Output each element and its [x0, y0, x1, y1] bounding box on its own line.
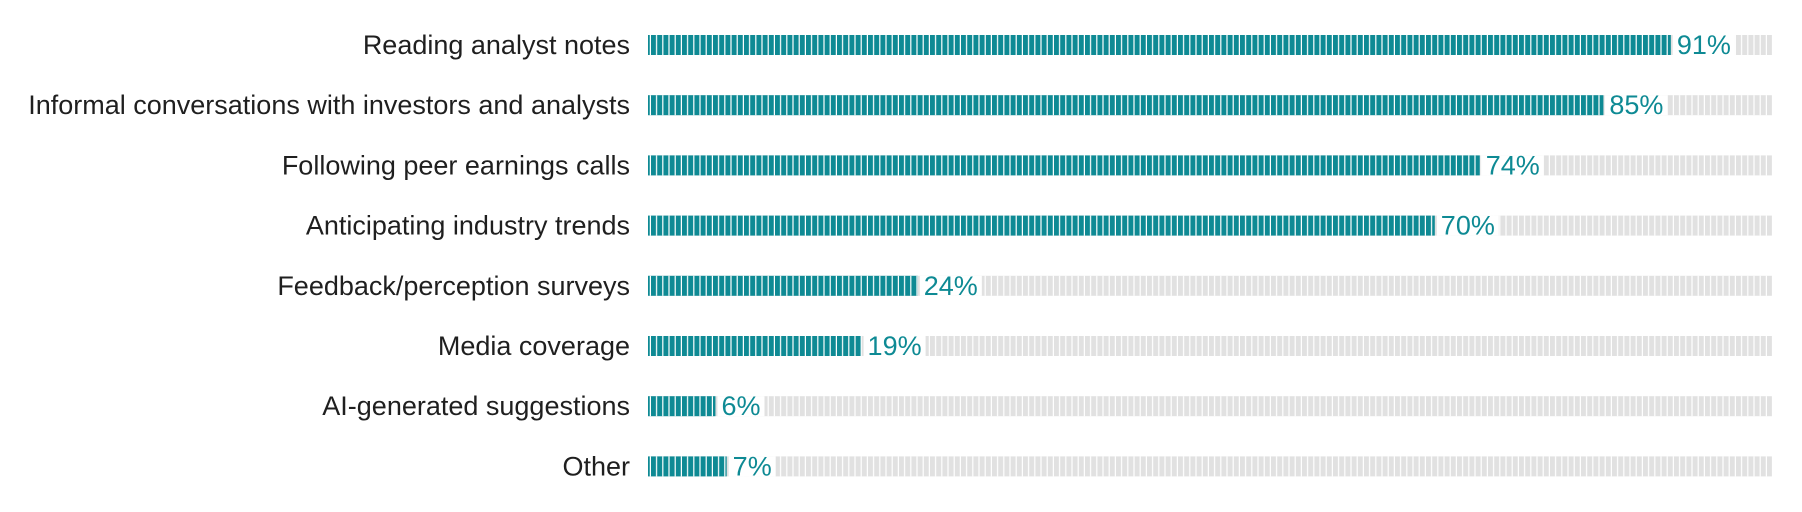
- category-label: Feedback/perception surveys: [277, 271, 630, 301]
- value-label-background: [919, 275, 982, 296]
- bar-segment-overlay: [648, 396, 1772, 417]
- value-label-background: [717, 396, 765, 417]
- value-label: 70%: [1441, 211, 1495, 241]
- value-label: 24%: [924, 271, 978, 301]
- bar-row: AI-generated suggestions 6%: [322, 391, 1772, 421]
- bar-segment-overlay: [648, 215, 1772, 236]
- value-label: 6%: [721, 391, 760, 421]
- value-label-background: [1672, 35, 1735, 55]
- bar-row: Other 7%: [562, 451, 1772, 481]
- category-label: Reading analyst notes: [363, 30, 630, 60]
- value-label-background: [1436, 215, 1499, 236]
- chart-rows: Reading analyst notes 91% Informal convers…: [28, 30, 1772, 481]
- bar-row: Anticipating industry trends 70%: [306, 211, 1772, 241]
- bar-row: Feedback/perception surveys 24%: [277, 271, 1772, 301]
- value-label: 91%: [1677, 30, 1731, 60]
- bar-row: Reading analyst notes 91%: [363, 30, 1772, 60]
- bar-segment-overlay: [648, 456, 1772, 477]
- value-label-background: [863, 336, 926, 356]
- bar-segment-overlay: [648, 95, 1772, 116]
- value-label-background: [728, 456, 776, 477]
- bar-row: Informal conversations with investors an…: [28, 90, 1772, 120]
- bar-segment-overlay: [648, 35, 1772, 55]
- category-label: Media coverage: [438, 331, 630, 361]
- category-label: Anticipating industry trends: [306, 211, 630, 241]
- category-label: Other: [562, 451, 630, 481]
- value-label-background: [1605, 95, 1668, 116]
- category-label: Following peer earnings calls: [282, 150, 630, 180]
- value-label: 74%: [1486, 150, 1540, 180]
- value-label: 85%: [1609, 90, 1663, 120]
- bar-row: Following peer earnings calls 74%: [282, 150, 1772, 180]
- bar-row: Media coverage 19%: [438, 331, 1772, 361]
- category-label: Informal conversations with investors an…: [28, 90, 630, 120]
- value-label: 7%: [733, 451, 772, 481]
- bar-segment-overlay: [648, 155, 1772, 176]
- value-label-background: [1481, 155, 1544, 176]
- value-label: 19%: [868, 331, 922, 361]
- category-label: AI-generated suggestions: [322, 391, 630, 421]
- bar-segment-overlay: [648, 336, 1772, 356]
- bar-segment-overlay: [648, 275, 1772, 296]
